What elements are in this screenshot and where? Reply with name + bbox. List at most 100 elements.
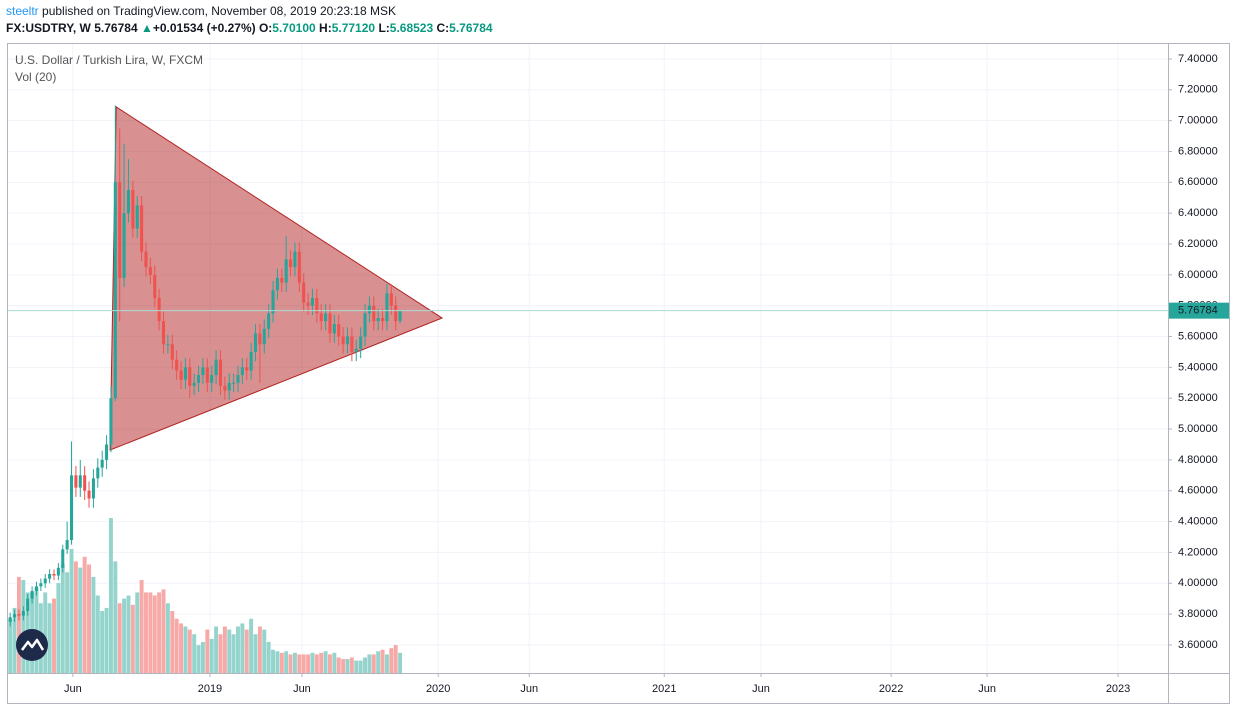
y-tick-label: 6.60000 <box>1178 176 1218 188</box>
volume-bar <box>148 592 153 673</box>
y-tick-label: 6.80000 <box>1178 145 1218 157</box>
candle-body <box>284 259 288 283</box>
volume-bar <box>144 592 148 673</box>
candle-body <box>210 375 214 383</box>
tradingview-logo[interactable] <box>16 629 48 661</box>
volume-bar <box>65 572 70 673</box>
volume-bar <box>161 589 166 673</box>
o-label: O: <box>258 21 273 35</box>
candle-body <box>78 475 82 488</box>
candle-body <box>253 333 258 352</box>
candle-body <box>61 549 65 568</box>
volume-bar <box>345 659 350 673</box>
volume-bar <box>139 580 144 673</box>
volume-bar <box>231 634 236 673</box>
volume-bar <box>117 603 122 673</box>
y-tick-label: 7.20000 <box>1178 84 1218 96</box>
candle-body <box>232 382 236 384</box>
candle-body <box>218 359 222 386</box>
y-tick-label: 5.40000 <box>1178 361 1218 373</box>
y-tick-label: 3.80000 <box>1178 608 1218 620</box>
volume-bar <box>214 626 219 673</box>
volume-bar <box>275 651 280 673</box>
volume-bar <box>363 657 367 673</box>
candle-body <box>214 359 218 376</box>
volume-bar <box>108 518 113 673</box>
y-tick-label: 4.20000 <box>1178 546 1218 558</box>
volume-bar <box>227 629 232 673</box>
volume-bar <box>69 549 74 673</box>
c-label: C: <box>436 21 450 35</box>
quote-line: FX:USDTRY, W 5.76784 ▲+0.01534 (+0.27%) … <box>6 21 493 35</box>
candle-body <box>192 382 196 386</box>
volume-bar <box>100 611 105 673</box>
volume-bar <box>95 595 100 673</box>
h-label: H: <box>319 21 332 35</box>
volume-bar <box>205 629 210 673</box>
publish-line: steeltr published on TradingView.com, No… <box>6 4 396 18</box>
volume-bar <box>367 654 372 673</box>
symbol: FX:USDTRY, W <box>6 21 91 35</box>
y-tick-label: 7.00000 <box>1178 115 1218 127</box>
candle-body <box>236 375 240 383</box>
publisher[interactable]: steeltr <box>6 4 39 18</box>
volume-bar <box>126 595 131 673</box>
volume-bar <box>196 645 201 673</box>
candle-body <box>74 475 78 488</box>
candle-body <box>227 382 231 391</box>
candle-body <box>131 190 135 229</box>
candle-body <box>262 328 266 345</box>
candle-body <box>43 578 47 584</box>
volume-bar <box>122 598 127 673</box>
volume-bar <box>222 626 227 673</box>
volume-bar <box>306 654 311 673</box>
candle-body <box>144 251 148 268</box>
candle-body <box>394 305 398 322</box>
candle-body <box>376 318 380 322</box>
candle-body <box>367 305 371 314</box>
volume-bar <box>21 580 26 673</box>
candle-body <box>197 375 201 383</box>
x-tick-label: Jun <box>978 683 996 695</box>
y-tick-label: 6.40000 <box>1178 207 1218 219</box>
volume-bar <box>113 561 118 673</box>
volume-bar <box>240 623 245 673</box>
volume-bar <box>376 651 381 673</box>
candle-body <box>26 598 30 612</box>
candle-body <box>8 617 12 622</box>
volume-bar <box>170 611 175 673</box>
x-tick-label: Jun <box>293 683 311 695</box>
volume-bar <box>60 564 65 673</box>
candle-body <box>100 459 104 468</box>
candle-body <box>354 348 358 352</box>
candle-body <box>157 297 161 322</box>
candle-body <box>183 367 187 380</box>
candle-body <box>385 293 389 322</box>
candle-body <box>83 475 87 491</box>
candle-body <box>271 290 275 314</box>
candle-body <box>34 586 39 591</box>
volume-bar <box>349 657 354 673</box>
volume-bar <box>179 623 184 673</box>
candle-body <box>306 302 310 306</box>
volume-bar <box>16 576 21 673</box>
y-tick-label: 4.60000 <box>1178 485 1218 497</box>
volume-bar <box>323 651 328 673</box>
candle-body <box>122 213 126 278</box>
candle-body <box>148 267 152 275</box>
candle-body <box>293 251 297 268</box>
candle-body <box>245 367 249 371</box>
volume-bar <box>328 654 332 673</box>
volume-bar <box>104 607 109 673</box>
candle-body <box>166 344 170 346</box>
y-tick-label: 4.00000 <box>1178 577 1218 589</box>
x-tick-label: Jun <box>520 683 538 695</box>
candle-body <box>319 313 323 322</box>
candle-body <box>310 297 314 306</box>
y-tick-label: 5.00000 <box>1178 423 1218 435</box>
volume-bar <box>384 654 389 673</box>
candle-body <box>113 182 117 399</box>
l-value: 5.68523 <box>389 21 434 35</box>
y-tick-label: 7.40000 <box>1178 53 1218 65</box>
